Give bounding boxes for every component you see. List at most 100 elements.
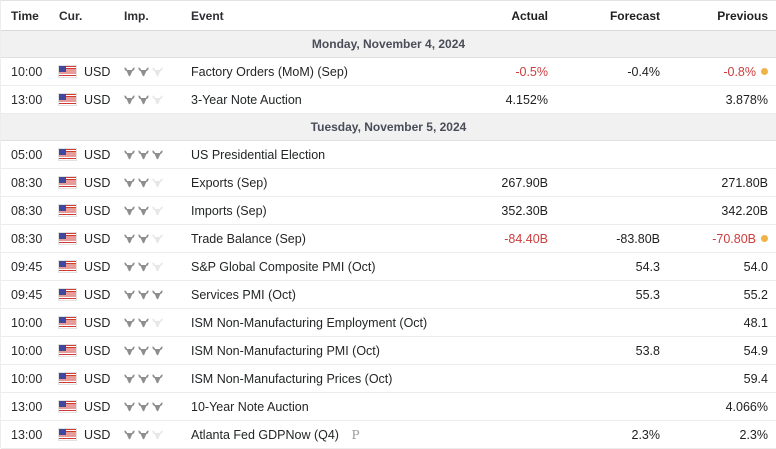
currency-cell: USD: [57, 148, 122, 162]
event-row[interactable]: 10:00 USD ISM Non-Manufacturing Employme…: [1, 309, 776, 337]
currency-cell: USD: [57, 93, 122, 107]
bull-icon: [124, 177, 135, 187]
bull-icon: [138, 401, 149, 411]
actual-value: -0.5%: [515, 64, 548, 79]
event-link[interactable]: ISM Non-Manufacturing Employment (Oct): [189, 316, 428, 330]
event-link[interactable]: Factory Orders (MoM) (Sep): [189, 65, 428, 79]
forecast-value: 55.3: [635, 287, 660, 302]
col-header-currency: Cur.: [59, 8, 83, 23]
importance-indicator: [122, 149, 189, 160]
bull-icon: [152, 289, 163, 299]
currency-label: USD: [84, 371, 111, 386]
forecast-value: 54.3: [635, 259, 660, 274]
bull-icon: [138, 429, 149, 439]
currency-label: USD: [84, 287, 111, 302]
event-link[interactable]: Exports (Sep): [189, 176, 428, 190]
bull-icon: [152, 429, 163, 439]
event-row[interactable]: 13:00 USD 10-Year Note Auction 4.066%: [1, 393, 776, 421]
event-name: Atlanta Fed GDPNow (Q4): [191, 427, 339, 442]
actual-value: -84.40B: [504, 231, 548, 246]
forecast-value: -83.80B: [616, 231, 660, 246]
event-row[interactable]: 10:00 USD Factory Orders (MoM) (Sep) -0.…: [1, 58, 776, 86]
event-time: 08:30: [11, 203, 43, 218]
event-name: ISM Non-Manufacturing PMI (Oct): [191, 343, 380, 358]
importance-indicator: [122, 401, 189, 412]
event-row[interactable]: 09:45 USD S&P Global Composite PMI (Oct)…: [1, 253, 776, 281]
col-header-time: Time: [11, 8, 39, 23]
actual-value: 4.152%: [505, 92, 548, 107]
bull-icon: [152, 66, 163, 76]
event-row[interactable]: 08:30 USD Trade Balance (Sep) -84.40B -8…: [1, 225, 776, 253]
event-row[interactable]: 08:30 USD Exports (Sep) 267.90B 271.80B: [1, 169, 776, 197]
importance-indicator: [122, 429, 189, 440]
event-row[interactable]: 13:00 USD 3-Year Note Auction 4.152% 3.8…: [1, 86, 776, 114]
bull-icon: [124, 233, 135, 243]
bull-icon: [138, 261, 149, 271]
event-time: 09:45: [11, 259, 43, 274]
event-time: 08:30: [11, 231, 43, 246]
bull-icon: [124, 429, 135, 439]
previous-value: 2.3%: [739, 427, 769, 442]
col-header-previous: Previous: [717, 8, 768, 23]
event-row[interactable]: 05:00 USD US Presidential Election: [1, 141, 776, 169]
previous-value: 271.80B: [721, 175, 768, 190]
currency-label: USD: [84, 231, 111, 246]
event-link[interactable]: US Presidential Election: [189, 148, 428, 162]
bull-icon: [152, 205, 163, 215]
importance-indicator: [122, 373, 189, 384]
bull-icon: [138, 289, 149, 299]
event-link[interactable]: Atlanta Fed GDPNow (Q4) P: [189, 428, 428, 442]
event-link[interactable]: S&P Global Composite PMI (Oct): [189, 260, 428, 274]
event-link[interactable]: ISM Non-Manufacturing Prices (Oct): [189, 372, 428, 386]
bull-icon: [152, 261, 163, 271]
event-name: US Presidential Election: [191, 147, 326, 162]
bull-icon: [124, 345, 135, 355]
event-row[interactable]: 08:30 USD Imports (Sep) 352.30B 342.20B: [1, 197, 776, 225]
event-link[interactable]: Trade Balance (Sep): [189, 232, 428, 246]
col-header-forecast: Forecast: [609, 8, 660, 23]
currency-label: USD: [84, 203, 111, 218]
bull-icon: [152, 94, 163, 104]
previous-value: 48.1: [743, 315, 768, 330]
bull-icon: [152, 345, 163, 355]
bull-icon: [152, 177, 163, 187]
currency-label: USD: [84, 64, 111, 79]
currency-cell: USD: [57, 316, 122, 330]
bull-icon: [124, 317, 135, 327]
us-flag-icon: [59, 177, 76, 188]
date-row: Monday, November 4, 2024: [1, 31, 776, 58]
event-name: Services PMI (Oct): [191, 287, 296, 302]
event-time: 10:00: [11, 343, 43, 358]
event-time: 10:00: [11, 371, 43, 386]
importance-indicator: [122, 317, 189, 328]
bull-icon: [138, 94, 149, 104]
currency-label: USD: [84, 147, 111, 162]
event-link[interactable]: Services PMI (Oct): [189, 288, 428, 302]
event-name: Exports (Sep): [191, 175, 268, 190]
event-row[interactable]: 13:00 USD Atlanta Fed GDPNow (Q4) P 2.3%…: [1, 421, 776, 449]
event-link[interactable]: 10-Year Note Auction: [189, 400, 428, 414]
col-header-event: Event: [191, 8, 224, 23]
event-row[interactable]: 10:00 USD ISM Non-Manufacturing PMI (Oct…: [1, 337, 776, 365]
bull-icon: [124, 94, 135, 104]
event-row[interactable]: 10:00 USD ISM Non-Manufacturing Prices (…: [1, 365, 776, 393]
event-time: 05:00: [11, 147, 43, 162]
currency-cell: USD: [57, 344, 122, 358]
bull-icon: [152, 373, 163, 383]
event-link[interactable]: 3-Year Note Auction: [189, 93, 428, 107]
event-row[interactable]: 09:45 USD Services PMI (Oct) 55.3 55.2: [1, 281, 776, 309]
importance-indicator: [122, 233, 189, 244]
bull-icon: [152, 401, 163, 411]
event-link[interactable]: ISM Non-Manufacturing PMI (Oct): [189, 344, 428, 358]
event-name: Factory Orders (MoM) (Sep): [191, 64, 348, 79]
currency-cell: USD: [57, 176, 122, 190]
previous-value: 342.20B: [721, 203, 768, 218]
bull-icon: [124, 289, 135, 299]
deviation-dot-icon: [761, 67, 768, 75]
currency-label: USD: [84, 427, 111, 442]
event-name: 10-Year Note Auction: [191, 399, 309, 414]
event-name: S&P Global Composite PMI (Oct): [191, 259, 376, 274]
preliminary-marker: P: [351, 427, 360, 442]
event-link[interactable]: Imports (Sep): [189, 204, 428, 218]
